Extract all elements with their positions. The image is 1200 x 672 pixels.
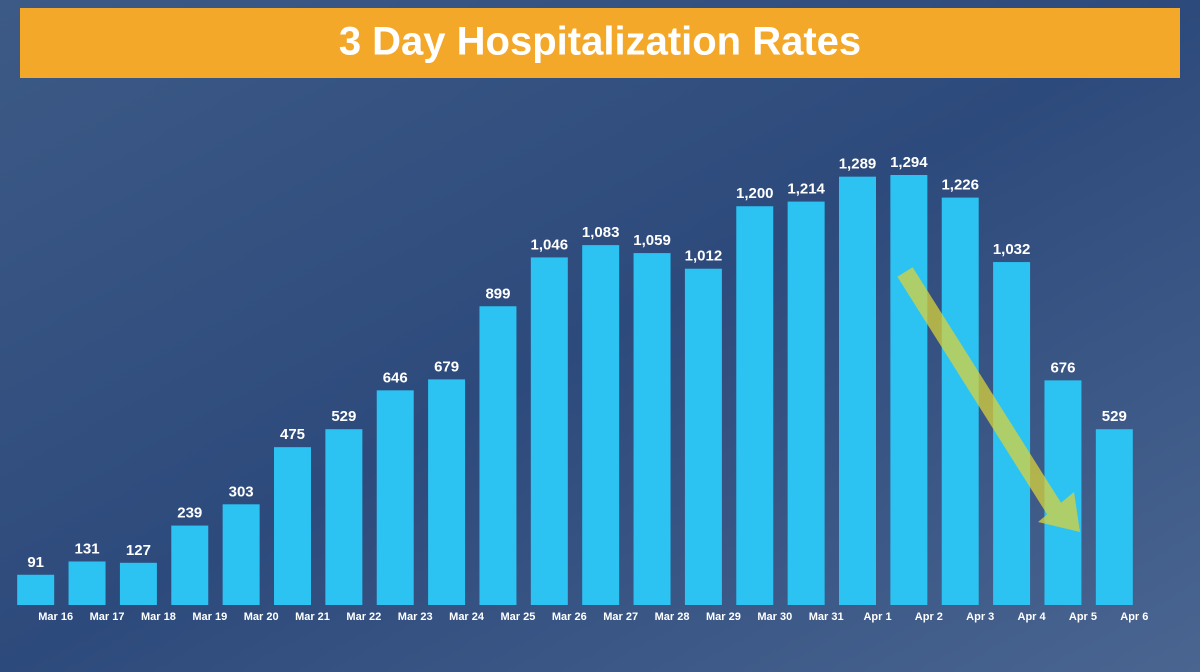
bar	[890, 175, 928, 605]
x-tick-label: Mar 27	[603, 611, 638, 623]
value-label: 475	[280, 426, 305, 443]
bar	[274, 447, 311, 605]
value-label: 676	[1050, 359, 1075, 376]
value-label: 899	[485, 285, 510, 302]
bar	[941, 197, 979, 605]
bar	[479, 306, 517, 605]
bar	[325, 429, 363, 605]
value-label: 1,032	[993, 241, 1031, 258]
value-label: 303	[229, 483, 254, 500]
x-tick-label: Mar 18	[141, 611, 176, 623]
x-tick-label: Mar 22	[346, 611, 381, 623]
value-label: 1,046	[531, 236, 569, 253]
value-label: 1,294	[890, 154, 928, 171]
value-label: 1,289	[839, 156, 877, 173]
bars: 91 Mar 16 131 Mar 17 127 Mar 18 239 Mar 19 303 Ma…	[17, 154, 1148, 623]
x-tick-label: Mar 21	[295, 611, 330, 623]
x-tick-label: Mar 19	[192, 611, 227, 623]
x-tick-label: Apr 5	[1069, 611, 1097, 623]
bar	[1095, 429, 1133, 605]
value-label: 239	[177, 505, 202, 522]
trend-arrow	[897, 267, 1080, 532]
value-label: 1,226	[941, 177, 979, 194]
bar	[736, 206, 774, 605]
bar	[787, 201, 825, 605]
x-tick-label: Mar 25	[501, 611, 536, 623]
bar	[530, 257, 568, 605]
x-tick-label: Mar 16	[38, 611, 73, 623]
title-banner	[20, 8, 1180, 78]
x-tick-label: Apr 2	[915, 611, 943, 623]
value-label: 529	[1102, 408, 1127, 425]
arrow-shaft	[897, 267, 1063, 515]
bar	[582, 245, 620, 606]
chart-title: 3 Day Hospitalization Rates	[339, 20, 861, 64]
x-tick-label: Apr 6	[1120, 611, 1148, 623]
bar	[171, 525, 209, 605]
x-tick-label: Mar 28	[655, 611, 690, 623]
bar	[839, 176, 876, 606]
value-label: 679	[434, 358, 459, 375]
x-tick-label: Apr 3	[966, 611, 994, 623]
value-label: 91	[27, 554, 44, 571]
x-tick-label: Mar 24	[449, 611, 485, 623]
x-tick-label: Apr 4	[1018, 611, 1047, 623]
x-tick-label: Mar 26	[552, 611, 587, 623]
arrow-head	[1038, 492, 1080, 532]
x-tick-label: Mar 23	[398, 611, 433, 623]
value-label: 131	[75, 540, 100, 557]
value-label: 1,059	[633, 232, 671, 249]
bar	[119, 562, 157, 605]
x-tick-label: Mar 29	[706, 611, 741, 623]
bar	[68, 561, 106, 605]
value-label: 1,214	[787, 181, 825, 198]
x-tick-label: Mar 17	[90, 611, 125, 623]
bar	[376, 390, 414, 605]
bar	[428, 379, 466, 605]
x-tick-label: Apr 1	[863, 611, 891, 623]
x-tick-label: Mar 20	[244, 611, 279, 623]
value-label: 646	[383, 369, 408, 386]
x-tick-label: Mar 30	[757, 611, 792, 623]
value-label: 1,083	[582, 224, 620, 241]
bar	[684, 268, 722, 605]
value-label: 1,200	[736, 185, 774, 202]
x-tick-label: Mar 31	[809, 611, 844, 623]
value-label: 529	[331, 408, 356, 425]
value-label: 1,012	[685, 248, 723, 265]
value-label: 127	[126, 542, 151, 559]
bar	[222, 504, 260, 605]
bar	[17, 574, 55, 605]
bar	[633, 253, 671, 605]
